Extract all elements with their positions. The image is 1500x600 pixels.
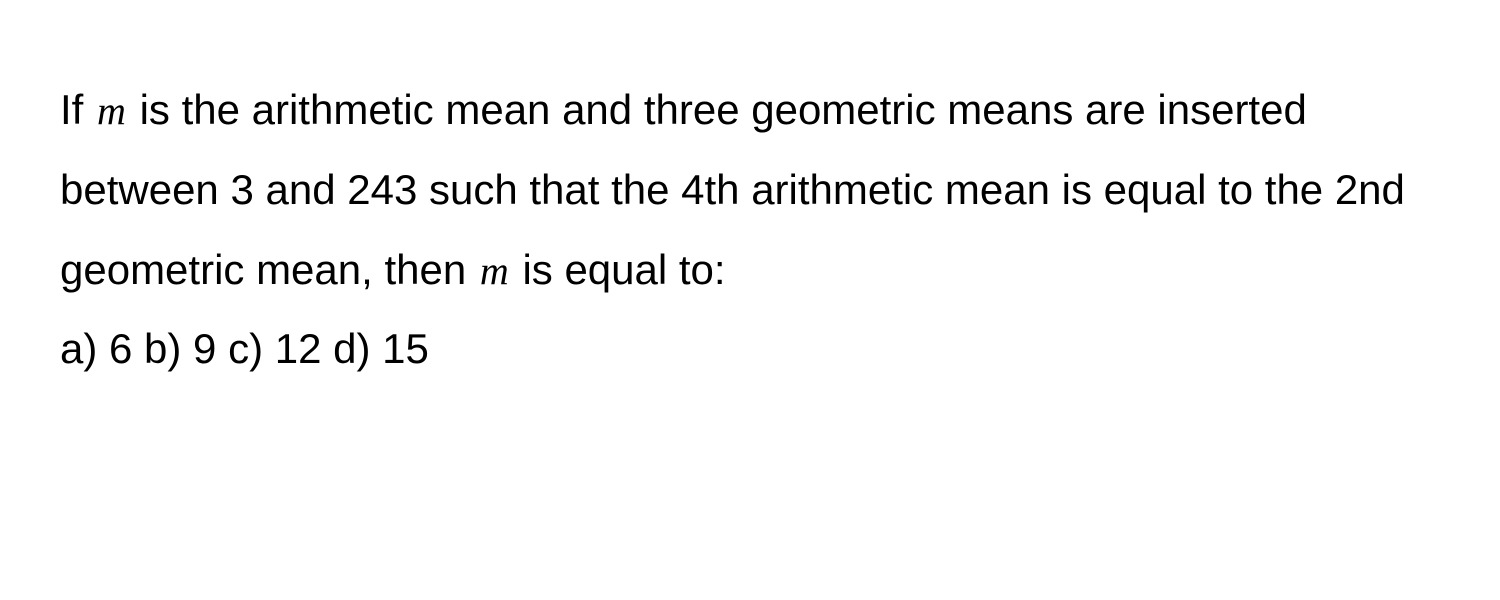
math-variable-m-1: m	[95, 88, 128, 133]
math-variable-m-2: m	[478, 248, 511, 293]
question-text-part2: is the arithmetic mean and three geometr…	[60, 86, 1405, 293]
math-question: If m is the arithmetic mean and three ge…	[60, 70, 1440, 389]
question-text-part3: is equal to:	[511, 246, 726, 293]
question-text-part1: If	[60, 86, 95, 133]
answer-options: a) 6 b) 9 c) 12 d) 15	[60, 325, 429, 372]
